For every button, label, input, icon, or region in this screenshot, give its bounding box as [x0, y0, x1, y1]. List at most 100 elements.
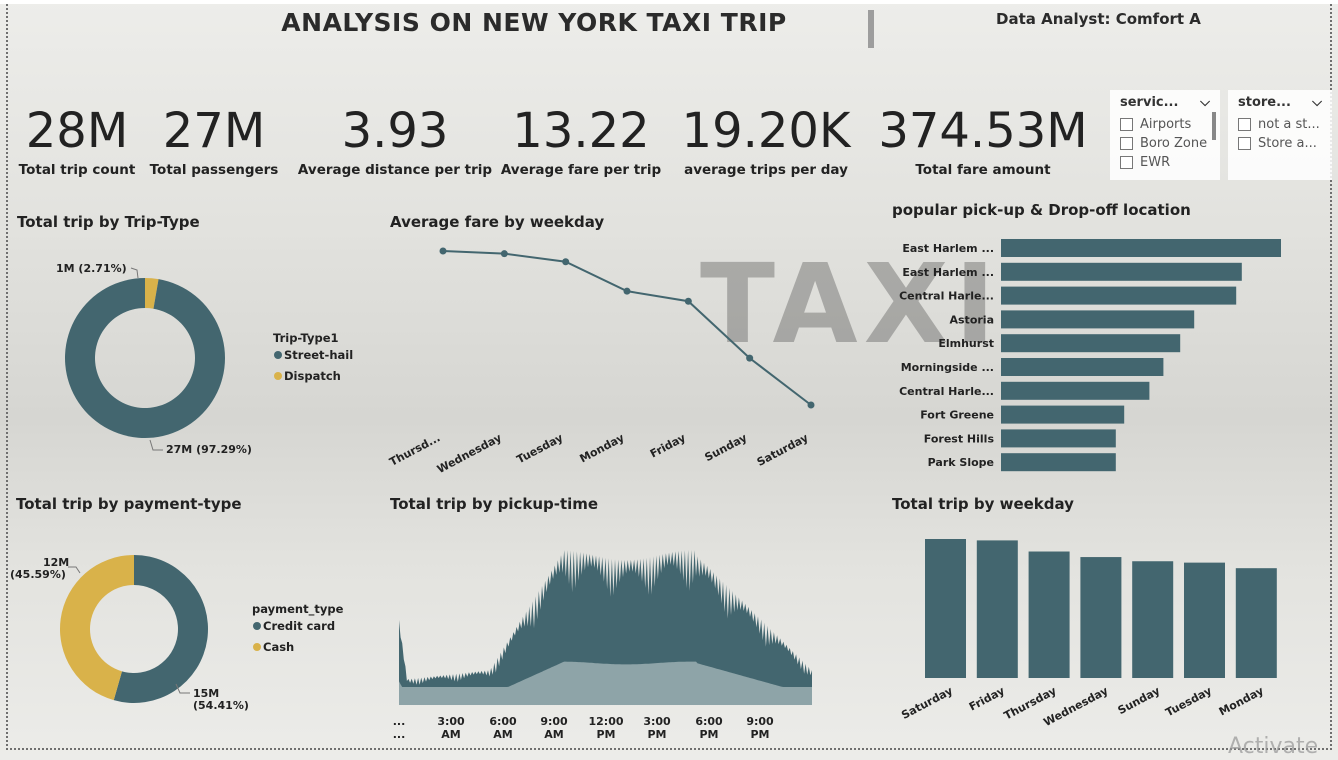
location-bar — [1001, 286, 1237, 305]
weekday-bar — [1235, 568, 1277, 678]
location-bar — [1001, 453, 1116, 472]
kpi-total-passengers: 27M Total passengers — [146, 100, 282, 178]
kpi-label: Average distance per trip — [297, 162, 493, 178]
chart-title-trips-weekday: Total trip by weekday — [892, 495, 1074, 513]
x-tick-label: 6:00 — [489, 715, 517, 728]
location-bar — [1001, 262, 1242, 281]
fare-point — [562, 258, 570, 266]
pickup-area-total — [399, 550, 812, 705]
location-label: Central Harle... — [899, 385, 994, 398]
weekday-bar — [1080, 557, 1122, 678]
x-tick-label: PM — [699, 728, 718, 741]
fare-line — [442, 250, 812, 406]
slicer-option-boro-zone[interactable]: Boro Zone — [1110, 134, 1220, 153]
store-flag-slicer[interactable]: store... ⌵ not a st... Store a... — [1228, 90, 1332, 180]
slicer-option-airports[interactable]: Airports — [1110, 115, 1220, 134]
location-bar — [1001, 334, 1181, 353]
slicer-header[interactable]: servic... ⌵ — [1110, 90, 1220, 115]
slicer-option-label: Airports — [1140, 117, 1192, 132]
kpi-label: Average fare per trip — [500, 162, 662, 178]
fare-point — [684, 297, 692, 305]
label-leader — [149, 439, 163, 451]
legend-marker — [253, 643, 261, 651]
legend-marker — [253, 622, 261, 630]
checkbox[interactable] — [1238, 137, 1251, 150]
chart-title-locations: popular pick-up & Drop-off location — [892, 201, 1191, 219]
weekday-bar — [1184, 562, 1225, 678]
location-label: Elmhurst — [938, 337, 994, 350]
x-tick-label: 9:00 — [746, 715, 774, 728]
kpi-value: 3.93 — [341, 103, 449, 159]
x-tick-label: AM — [544, 728, 563, 741]
kpi-total-fare-amount: 374.53M Total fare amount — [868, 100, 1098, 178]
fare-point — [623, 287, 631, 295]
x-tick-label: 3:00 — [437, 715, 465, 728]
checkbox[interactable] — [1120, 118, 1133, 131]
slicer-header[interactable]: store... ⌵ — [1228, 90, 1332, 115]
chevron-down-icon[interactable]: ⌵ — [1200, 95, 1210, 110]
activate-watermark: Activate — [1228, 734, 1319, 759]
slicer-option-label: Boro Zone — [1140, 136, 1208, 151]
x-tick-label: Friday — [967, 684, 1007, 713]
data-label: 27M (97.29%) — [166, 443, 252, 456]
slicer-option-label: Store a... — [1258, 136, 1317, 151]
weekday-bar — [976, 540, 1018, 678]
kpi-value: 13.22 — [512, 103, 650, 159]
x-tick-label: 9:00 — [540, 715, 568, 728]
x-tick-label: Sunday — [1116, 684, 1162, 717]
slicer-option-label: EWR — [1140, 155, 1171, 170]
page-title: ANALYSIS ON NEW YORK TAXI TRIP — [281, 8, 787, 37]
x-tick-label: AM — [441, 728, 460, 741]
legend-label: Cash — [263, 640, 294, 654]
x-tick-label: Monday — [1217, 684, 1266, 718]
x-tick-label: 3:00 — [643, 715, 671, 728]
kpi-value: 374.53M — [878, 103, 1088, 159]
x-tick-label: ... — [393, 728, 406, 741]
author-label: Data Analyst: Comfort A — [996, 10, 1201, 28]
fare-point — [807, 401, 815, 409]
slicer-option-ewr[interactable]: EWR — [1110, 153, 1220, 172]
slicer-option-not-a-store[interactable]: not a st... — [1228, 115, 1332, 134]
fare-point — [500, 250, 508, 258]
location-label: Astoria — [950, 313, 995, 326]
service-zone-slicer[interactable]: servic... ⌵ Airports Boro Zone EWR — [1110, 90, 1220, 180]
legend-marker — [274, 351, 282, 359]
location-bar — [1001, 310, 1195, 329]
kpi-label: Total passengers — [149, 162, 279, 178]
kpi-average-fare: 13.22 Average fare per trip — [498, 100, 664, 178]
donut-slice-credit-card — [113, 555, 208, 703]
label-leader — [175, 683, 190, 694]
checkbox[interactable] — [1120, 156, 1133, 169]
data-label: 12M — [43, 556, 69, 569]
location-label: Morningside ... — [901, 361, 994, 374]
weekday-bar — [925, 539, 966, 678]
legend-label: Credit card — [263, 619, 335, 633]
slicer-option-store-and-forward[interactable]: Store a... — [1228, 134, 1332, 153]
weekday-bar — [1028, 551, 1070, 678]
kpi-value: 19.20K — [681, 103, 851, 159]
data-label: (45.59%) — [10, 568, 66, 581]
location-label: Central Harle... — [899, 290, 994, 303]
location-bar — [1001, 381, 1150, 400]
kpi-value: 28M — [25, 103, 129, 159]
x-tick-label: Tuesday — [515, 431, 565, 466]
kpi-label: Total trip count — [18, 162, 136, 178]
x-tick-label: Sunday — [703, 431, 749, 464]
kpi-average-distance: 3.93 Average distance per trip — [294, 100, 496, 178]
kpi-total-trip-count: 28M Total trip count — [14, 100, 140, 178]
chevron-down-icon[interactable]: ⌵ — [1312, 95, 1322, 110]
pickup-area-baseline — [399, 661, 812, 705]
location-label: East Harlem ... — [902, 266, 994, 279]
x-tick-label: PM — [750, 728, 769, 741]
x-tick-label: ... — [393, 715, 406, 728]
checkbox[interactable] — [1120, 137, 1133, 150]
kpi-value: 27M — [162, 103, 266, 159]
x-tick-label: Wednesday — [435, 431, 504, 476]
location-bar — [1001, 239, 1281, 257]
location-label: East Harlem ... — [902, 242, 994, 255]
chart-title-payment-type: Total trip by payment-type — [16, 495, 242, 513]
chart-title-avg-fare-weekday: Average fare by weekday — [390, 213, 605, 231]
checkbox[interactable] — [1238, 118, 1251, 131]
top-strip — [0, 0, 1338, 4]
slicer-scrollbar[interactable] — [1212, 112, 1216, 140]
